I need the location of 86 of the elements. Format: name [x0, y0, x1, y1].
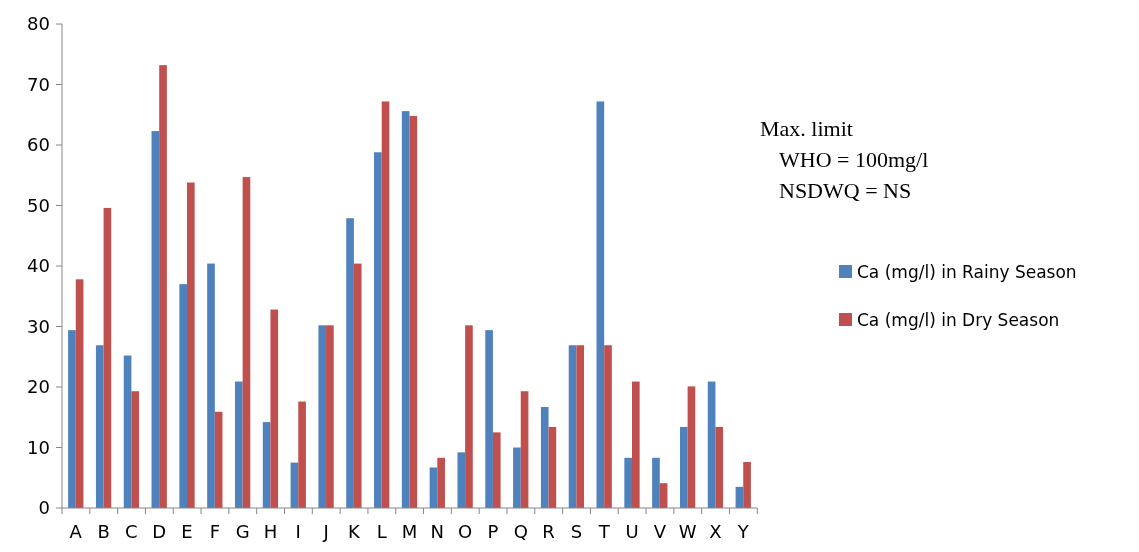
x-tick-label: G [235, 521, 250, 542]
x-tick-label: O [458, 521, 473, 542]
x-tick-label: V [653, 521, 667, 542]
bar [262, 422, 271, 508]
bar [159, 65, 167, 508]
bar [631, 381, 640, 508]
text: Max. limit [760, 115, 853, 141]
x-tick-label: C [125, 521, 138, 542]
x-tick-label: X [709, 521, 722, 542]
bar [568, 345, 577, 508]
bar [679, 426, 688, 508]
x-tick-label: T [597, 521, 611, 542]
bar [381, 101, 390, 508]
bar [429, 467, 438, 508]
x-tick-label: A [69, 521, 83, 542]
bar [624, 457, 632, 508]
bar [540, 406, 549, 508]
x-tick-label: H [263, 521, 278, 542]
bar [520, 391, 529, 508]
bar [687, 386, 696, 508]
x-tick-label: S [570, 521, 583, 542]
bar [187, 182, 195, 508]
legend-label: Ca (mg/l) in Dry Season [857, 309, 1060, 330]
text: NSDWQ = NS [779, 177, 912, 203]
bar [596, 101, 605, 508]
x-tick-label: M [401, 521, 418, 542]
x-tick-label: F [209, 521, 220, 542]
y-tick-label: 80 [27, 13, 50, 35]
bar [485, 330, 493, 508]
bar [95, 345, 104, 508]
y-tick-label: 30 [27, 315, 50, 337]
bar [437, 457, 445, 508]
bar [513, 447, 521, 508]
bar [270, 309, 279, 508]
text: WHO = 100mg/l [779, 146, 929, 172]
bar [151, 131, 160, 508]
bar [298, 401, 306, 508]
bar [214, 411, 223, 508]
bar [652, 457, 660, 508]
bar [548, 426, 557, 508]
bar [743, 462, 751, 508]
x-tick-label: U [625, 521, 639, 542]
x-tick-label: R [542, 521, 555, 542]
bar [604, 345, 612, 508]
bar [346, 218, 354, 508]
x-tick-label: Q [513, 521, 528, 542]
bar [465, 325, 473, 508]
y-tick-label: 20 [27, 376, 50, 398]
bar [457, 452, 466, 508]
bar [68, 330, 76, 508]
bar [707, 381, 716, 508]
x-tick-label: D [152, 521, 167, 542]
x-tick-label: L [376, 521, 387, 542]
bar [179, 284, 188, 508]
bar [715, 426, 724, 508]
x-tick-label: J [322, 521, 329, 542]
bar [123, 355, 132, 508]
x-tick-label: W [678, 521, 697, 542]
y-tick-label: 10 [27, 436, 50, 458]
legend-label: Ca (mg/l) in Rainy Season [857, 261, 1077, 282]
bar [409, 115, 418, 508]
bar [131, 391, 140, 508]
bar [576, 345, 585, 508]
x-tick-label: N [430, 521, 445, 542]
x-tick-label: E [181, 521, 193, 542]
x-tick-label: B [97, 521, 110, 542]
bar [103, 207, 112, 508]
bar [75, 279, 84, 508]
y-tick-label: 50 [27, 194, 50, 216]
y-tick-label: 70 [27, 73, 50, 95]
bar [326, 325, 334, 508]
bar [353, 263, 362, 508]
bar [492, 432, 501, 508]
bar [207, 263, 215, 508]
y-tick-label: 0 [38, 497, 50, 519]
x-tick-label: K [347, 521, 361, 542]
y-tick-label: 40 [27, 255, 50, 277]
x-tick-label: Y [736, 521, 750, 542]
y-tick-label: 60 [27, 134, 50, 156]
bar [374, 152, 382, 508]
bar [318, 325, 327, 508]
bar [234, 381, 243, 508]
x-tick-label: P [487, 521, 499, 542]
bar [401, 111, 410, 508]
bar [242, 177, 251, 508]
x-tick-label: I [295, 521, 301, 542]
